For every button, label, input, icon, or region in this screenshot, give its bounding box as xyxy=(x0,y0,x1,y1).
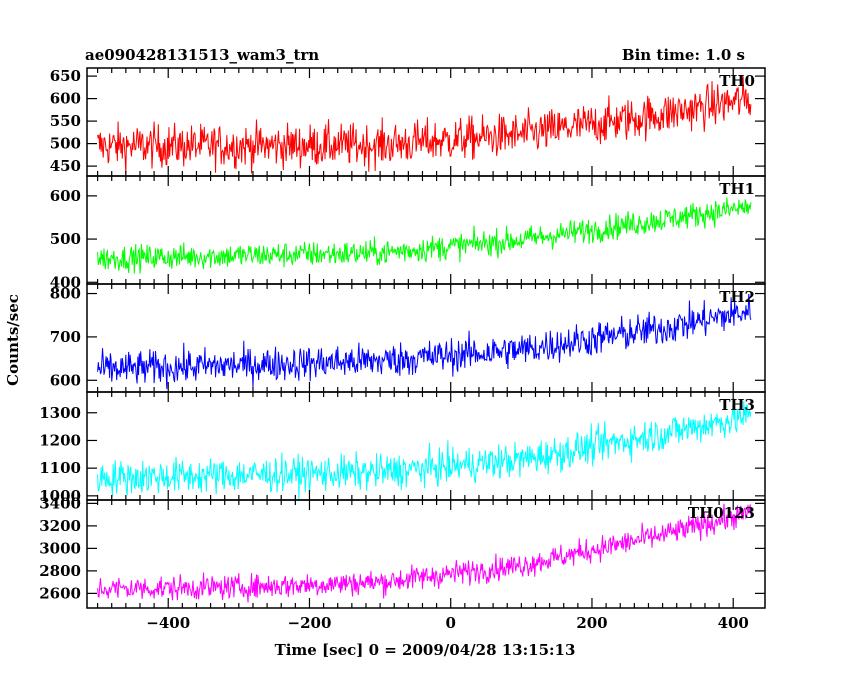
bin-time-label: Bin time: 1.0 s xyxy=(622,46,745,64)
y-tick-label: 3400 xyxy=(39,494,81,512)
series-th0123-line xyxy=(97,503,752,603)
y-tick-label: 2800 xyxy=(39,562,81,580)
plot-title: ae090428131513_wam3_trn xyxy=(85,46,319,64)
y-tick-label: 650 xyxy=(50,67,81,85)
y-tick-label: 800 xyxy=(50,285,81,303)
y-axis-label: Counts/sec xyxy=(4,294,22,386)
panel-th0: 450 500 550 600 650 TH0 xyxy=(50,67,766,177)
y-tick-label: 1100 xyxy=(39,459,81,477)
x-tick-label: 400 xyxy=(718,614,749,632)
y-tick-label: 1200 xyxy=(39,431,81,449)
panels-group: 450 500 550 600 650 TH0 400 500 600 TH1 600 700 800 T… xyxy=(39,67,766,632)
y-tick-label: 550 xyxy=(50,112,81,130)
panel-frame xyxy=(86,175,766,285)
x-tick-label: −200 xyxy=(288,614,332,632)
panel-label-th0123: TH0123 xyxy=(688,504,755,522)
series-th0-line xyxy=(97,76,752,174)
y-tick-label: 500 xyxy=(50,135,81,153)
panel-label-th0: TH0 xyxy=(719,72,755,90)
y-tick-label: 400 xyxy=(50,273,81,291)
y-tick-label: 500 xyxy=(50,230,81,248)
y-tick-label: 600 xyxy=(50,371,81,389)
y-tick-label: 600 xyxy=(50,90,81,108)
y-tick-label: 3000 xyxy=(39,539,81,557)
x-tick-label: 0 xyxy=(446,614,456,632)
y-tick-label: 600 xyxy=(50,187,81,205)
panel-frame xyxy=(86,499,766,609)
y-tick-label: 3200 xyxy=(39,517,81,535)
x-tick-label: −400 xyxy=(146,614,190,632)
panel-label-th1: TH1 xyxy=(719,180,755,198)
series-th2-line xyxy=(97,293,752,389)
y-tick-label: 700 xyxy=(50,328,81,346)
y-tick-label: 1000 xyxy=(39,487,81,505)
series-th1-line xyxy=(97,197,752,274)
panel-label-th2: TH2 xyxy=(719,288,755,306)
panel-th2: 600 700 800 TH2 xyxy=(50,283,766,393)
y-tick-label: 1300 xyxy=(39,404,81,422)
panel-label-th3: TH3 xyxy=(719,396,755,414)
x-tick-label: 200 xyxy=(576,614,607,632)
series-th3-line xyxy=(97,398,752,500)
y-tick-label: 2600 xyxy=(39,584,81,602)
panel-th3: 1000 1100 1200 1300 TH3 xyxy=(39,391,766,505)
panel-th1: 400 500 600 TH1 xyxy=(50,175,766,291)
y-tick-label: 450 xyxy=(50,157,81,175)
panel-th0123: 2600 2800 3000 3200 3400 TH0123 xyxy=(39,494,766,609)
x-axis-label: Time [sec] 0 = 2009/04/28 13:15:13 xyxy=(275,641,576,659)
